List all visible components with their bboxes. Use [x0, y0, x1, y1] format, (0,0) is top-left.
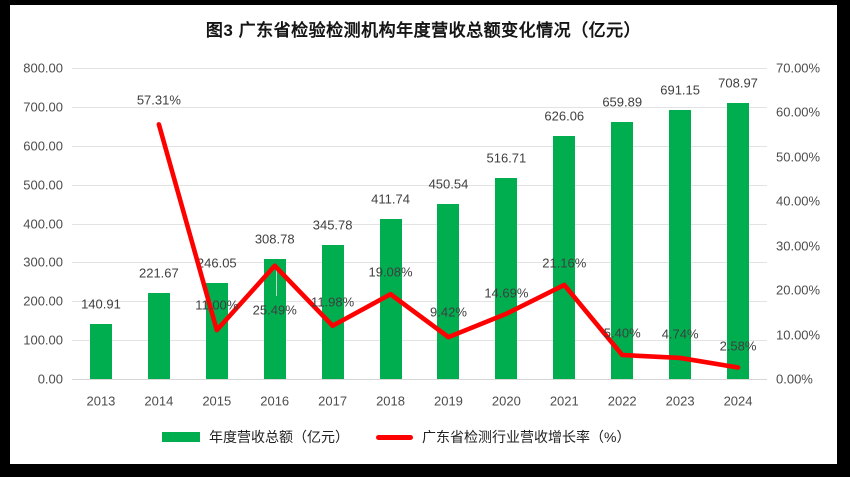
- gridline: [72, 223, 767, 225]
- bar-value-label: 345.78: [312, 217, 353, 233]
- bar-2016: [263, 258, 286, 379]
- y-left-tick: 300.00: [23, 254, 63, 270]
- y-left-tick: 0.00: [37, 371, 63, 387]
- bar-2017: [321, 244, 344, 379]
- legend-bar-label: 年度营收总额（亿元）: [209, 429, 349, 445]
- gridline: [72, 262, 767, 264]
- y-left-tick: 700.00: [23, 99, 63, 115]
- bar-value-label: 221.67: [138, 265, 179, 281]
- bar-value-label: 246.05: [196, 255, 237, 271]
- x-axis-label: 2018: [376, 393, 405, 409]
- growth-rate-label: 5.40%: [603, 325, 641, 341]
- y-left-tick: 200.00: [23, 293, 63, 309]
- y-left-tick: 500.00: [23, 177, 63, 193]
- chart-title: 图3 广东省检验检测机构年度营收总额变化情况（亿元）: [205, 21, 642, 40]
- bar-value-label: 140.91: [81, 296, 121, 312]
- bar-2022: [611, 122, 634, 379]
- legend-bar-swatch-icon: [162, 432, 200, 442]
- gridline: [72, 68, 767, 69]
- legend-line-swatch-icon: [376, 434, 413, 440]
- x-axis-label: 2024: [723, 393, 753, 409]
- x-axis-label: 2023: [665, 393, 695, 409]
- y-left-tick: 800.00: [23, 60, 63, 76]
- y-right-tick: 40.00%: [776, 193, 821, 209]
- legend-line-label: 广东省检测行业营收增长率（%）: [422, 429, 631, 445]
- bar-value-label: 691.15: [660, 82, 701, 98]
- chart-frame: 图3 广东省检验检测机构年度营收总额变化情况（亿元） 800.00 700.00 6…: [10, 5, 837, 464]
- y-right-tick: 70.00%: [776, 60, 821, 76]
- growth-rate-label: 2.58%: [719, 338, 757, 354]
- label-leader-line: [275, 267, 277, 296]
- gridline: [72, 106, 767, 108]
- bar-2024: [727, 103, 750, 379]
- bar-value-label: 659.89: [602, 94, 643, 110]
- y-left-tick: 600.00: [23, 138, 63, 154]
- gridline: [72, 184, 767, 186]
- legend: 年度营收总额（亿元） 广东省检测行业营收增长率（%）: [162, 428, 630, 446]
- growth-rate-line: [156, 122, 741, 370]
- bar-value-label: 308.78: [254, 231, 295, 247]
- growth-rate-label: 11.98%: [311, 294, 355, 310]
- y-right-tick: 10.00%: [776, 327, 821, 343]
- growth-rate-label: 21.16%: [542, 255, 587, 271]
- growth-rate-label: 4.74%: [661, 326, 699, 342]
- gridline: [72, 379, 767, 380]
- bar-2013: [89, 324, 112, 379]
- y-right-tick: 30.00%: [776, 238, 821, 254]
- x-axis-label: 2021: [549, 393, 579, 409]
- growth-rate-label: 14.69%: [484, 285, 529, 301]
- gridline: [72, 145, 767, 147]
- growth-rate-label: 19.08%: [368, 264, 413, 280]
- x-axis-label: 2015: [202, 393, 232, 409]
- x-axis-label: 2013: [86, 393, 116, 409]
- gridline: [72, 340, 767, 342]
- growth-rate-label: 25.49%: [252, 302, 297, 318]
- bar-value-label: 411.74: [371, 191, 410, 207]
- x-axis-label: 2014: [144, 393, 174, 409]
- growth-rate-label: 11.00%: [195, 297, 239, 313]
- y-right-tick: 50.00%: [776, 149, 821, 165]
- growth-rate-label: 9.42%: [430, 304, 467, 320]
- x-axis-label: 2020: [491, 393, 521, 409]
- x-axis-label: 2022: [607, 393, 637, 409]
- y-right-tick: 60.00%: [776, 104, 821, 120]
- bar-2021: [553, 135, 576, 379]
- bar-value-label: 626.06: [544, 108, 585, 124]
- bar-value-label: 516.71: [486, 150, 527, 166]
- bar-value-label: 708.97: [718, 75, 758, 91]
- bar-value-label: 450.54: [428, 176, 469, 192]
- bar-2020: [495, 178, 518, 379]
- x-axis-label: 2017: [318, 393, 348, 409]
- y-right-tick: 0.00%: [776, 371, 813, 387]
- y-left-tick: 100.00: [23, 332, 63, 348]
- gridline: [72, 301, 767, 303]
- x-axis-label: 2019: [433, 393, 463, 409]
- y-left-tick: 400.00: [23, 216, 63, 231]
- bar-2023: [669, 110, 692, 379]
- bar-2014: [147, 292, 170, 379]
- x-axis-label: 2016: [260, 393, 290, 409]
- growth-rate-label: 57.31%: [136, 92, 181, 108]
- y-right-tick: 20.00%: [776, 282, 821, 298]
- bar-2018: [379, 218, 402, 379]
- plot-area: 800.00 700.00 600.00 500.00 400.00 300.00 200.…: [10, 5, 837, 464]
